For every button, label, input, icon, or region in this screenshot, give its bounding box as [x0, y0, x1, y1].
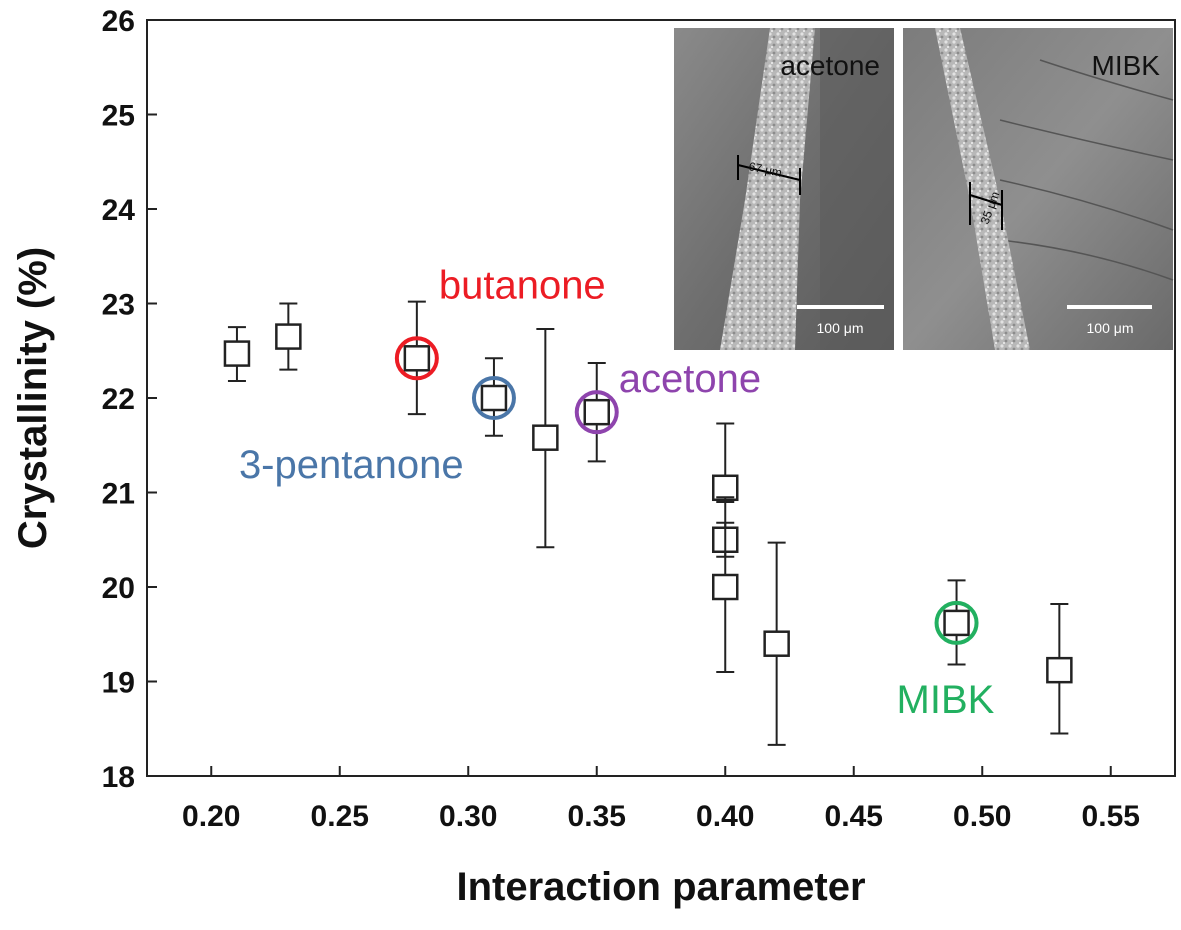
annotation-1: 3-pentanone	[239, 443, 464, 487]
data-point-1	[275, 323, 302, 350]
inset-mibk-label: MIBK	[1092, 50, 1161, 81]
scale-label-mibk: 100 μm	[1087, 320, 1134, 336]
inset-acetone-label: acetone	[780, 50, 880, 81]
x-tick-label-0: 0.20	[182, 800, 240, 833]
data-point-11	[1046, 656, 1073, 684]
annotation-2: acetone	[619, 357, 761, 401]
annotations: butanone 3-pentanone acetone MIBK	[239, 263, 995, 722]
inset-acetone: 67 μm acetone 100 μm	[674, 28, 894, 350]
data-point-8	[712, 573, 739, 601]
data-point-5	[583, 398, 610, 426]
data-point-4	[532, 424, 559, 451]
inset-mibk: 35 μm MIBK 100 μm	[903, 28, 1174, 350]
y-tick-label-5: 23	[102, 289, 135, 322]
film-layer-acetone	[720, 28, 815, 350]
film-layer-mibk	[935, 28, 1030, 350]
annotation-0: butanone	[439, 263, 606, 307]
annotation-3: MIBK	[897, 678, 995, 722]
y-tick-label-6: 24	[102, 194, 136, 227]
y-tick-label-7: 25	[102, 100, 135, 133]
x-tick-label-4: 0.40	[696, 800, 754, 833]
data-point-0	[223, 340, 251, 367]
axis-ticks: 0.20 0.25 0.30 0.35 0.40 0.45 0.50 0.55 18 19 20 21…	[102, 5, 1140, 833]
y-tick-label-0: 18	[102, 761, 135, 794]
y-tick-label-1: 19	[102, 667, 135, 700]
data-point-3	[480, 384, 508, 412]
data-marks	[223, 300, 1073, 746]
scale-label-acetone: 100 μm	[817, 320, 864, 336]
y-tick-label-4: 22	[102, 383, 135, 416]
data-point-9	[763, 630, 790, 657]
y-tick-label-3: 21	[102, 478, 135, 511]
x-tick-label-2: 0.30	[439, 800, 497, 833]
x-tick-label-3: 0.35	[568, 800, 626, 833]
x-axis-title: Interaction parameter	[456, 865, 865, 909]
x-tick-label-6: 0.50	[953, 800, 1011, 833]
highlight-circle-3	[934, 600, 979, 645]
inset-acetone-thickness: 67 μm	[747, 159, 783, 180]
x-tick-label-5: 0.45	[825, 800, 883, 833]
data-point-2	[403, 345, 431, 372]
highlight-circle-1	[471, 376, 516, 420]
y-tick-label-8: 26	[102, 5, 135, 38]
highlight-circle-0	[394, 336, 439, 381]
y-tick-label-2: 20	[102, 572, 135, 605]
x-tick-label-1: 0.25	[311, 800, 369, 833]
data-point-10	[943, 609, 970, 637]
data-point-6	[712, 474, 739, 502]
x-tick-label-7: 0.55	[1082, 800, 1140, 833]
highlight-circle-2	[574, 390, 619, 435]
y-axis-title: Crystallinity (%)	[11, 247, 55, 549]
